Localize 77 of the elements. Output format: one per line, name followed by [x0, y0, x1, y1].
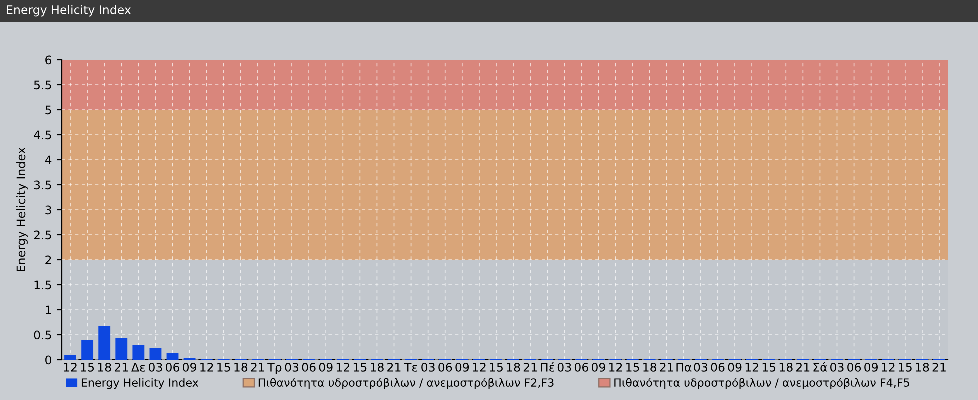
x-tick-label: 18	[234, 362, 248, 372]
y-tick-label: 6	[46, 56, 52, 65]
x-tick-label: 18	[370, 362, 384, 372]
bar	[132, 346, 145, 360]
x-tick-label: 18	[98, 362, 112, 372]
x-tick-label: 12	[64, 362, 77, 372]
x-tick-label: 09	[864, 362, 878, 372]
x-tick-label: 03	[422, 362, 435, 372]
x-tick-label: 12	[200, 362, 214, 372]
x-tick-label: 21	[251, 362, 264, 372]
x-tick-label: Σά	[814, 362, 828, 372]
x-tick-label: 21	[524, 362, 537, 372]
y-tick-label: 4.5	[34, 130, 52, 140]
x-tick-label: 18	[780, 362, 793, 372]
legend-label: Energy Helicity Index	[82, 378, 199, 390]
chart-title: Energy Helicity Index	[7, 5, 132, 17]
x-tick-label: 03	[694, 362, 708, 372]
x-tick-label: 12	[336, 362, 350, 372]
x-tick-label: 03	[830, 362, 844, 372]
bar	[150, 348, 162, 360]
bar	[116, 338, 128, 360]
y-axis-title: Energy Helicity Index	[16, 148, 28, 272]
x-tick-label: 09	[728, 362, 742, 372]
y-tick-label: 4	[45, 156, 52, 164]
y-tick-label: 1	[46, 306, 52, 314]
x-tick-label: Πέ	[541, 362, 554, 372]
x-tick-label: 09	[592, 362, 606, 372]
x-tick-label: Τρ	[268, 363, 282, 374]
x-tick-label: 15	[354, 363, 367, 372]
x-tick-label: 06	[302, 362, 316, 372]
x-tick-label: 21	[660, 362, 674, 372]
x-tick-label: 06	[848, 362, 862, 372]
x-tick-label: 06	[166, 362, 180, 372]
y-tick-label: 0	[46, 356, 52, 365]
bar	[98, 326, 111, 360]
x-tick-label: 18	[644, 362, 657, 372]
y-tick-label: 1.5	[34, 280, 52, 290]
x-tick-label: 18	[507, 362, 520, 372]
x-tick-label: 03	[285, 362, 299, 372]
x-tick-label: 09	[456, 362, 470, 372]
x-tick-label: 21	[932, 362, 946, 372]
y-tick-label: 0.5	[34, 330, 52, 340]
x-tick-label: 09	[183, 362, 196, 372]
y-tick-label: 5	[46, 106, 52, 115]
x-tick-label: 15	[626, 363, 640, 372]
legend-label: Πιθανότητα υδροστρόβιλων / ανεμοστρόβιλων F2,F3	[258, 378, 554, 390]
x-tick-label: 15	[81, 363, 94, 372]
y-tick-label: 3.5	[34, 180, 52, 190]
x-tick-label: Τε	[404, 363, 418, 372]
x-tick-label: Πα	[676, 363, 692, 372]
x-tick-label: Δε	[132, 363, 146, 372]
x-tick-label: 12	[882, 362, 895, 372]
x-tick-label: 03	[148, 362, 162, 372]
x-tick-label: 12	[746, 362, 758, 372]
x-tick-label: 21	[796, 362, 810, 372]
x-tick-label: 21	[388, 362, 401, 372]
x-tick-label: 06	[711, 362, 725, 372]
legend-label: Πιθανότητα υδροστρόβιλων / ανεμοστρόβιλων F4,F5	[614, 378, 910, 390]
y-tick-label: 2.5	[34, 230, 52, 240]
x-tick-label: 06	[574, 362, 588, 372]
y-tick-label: 5.5	[34, 80, 52, 90]
x-tick-label: 15	[899, 363, 912, 372]
x-tick-label: 18	[916, 362, 930, 372]
bar	[64, 355, 76, 360]
x-tick-label: 12	[473, 362, 486, 372]
x-tick-label: 15	[490, 363, 503, 372]
x-tick-label: 21	[114, 362, 128, 372]
x-tick-label: 03	[558, 362, 572, 372]
bar	[82, 340, 94, 360]
bar	[166, 353, 179, 360]
x-tick-label: 06	[438, 362, 452, 372]
x-tick-label: 12	[610, 362, 622, 372]
x-tick-label: 09	[319, 362, 333, 372]
y-tick-label: 2	[46, 256, 52, 264]
x-tick-label: 15	[218, 363, 230, 372]
y-tick-label: 3	[46, 206, 52, 215]
x-tick-label: 15	[762, 363, 776, 372]
